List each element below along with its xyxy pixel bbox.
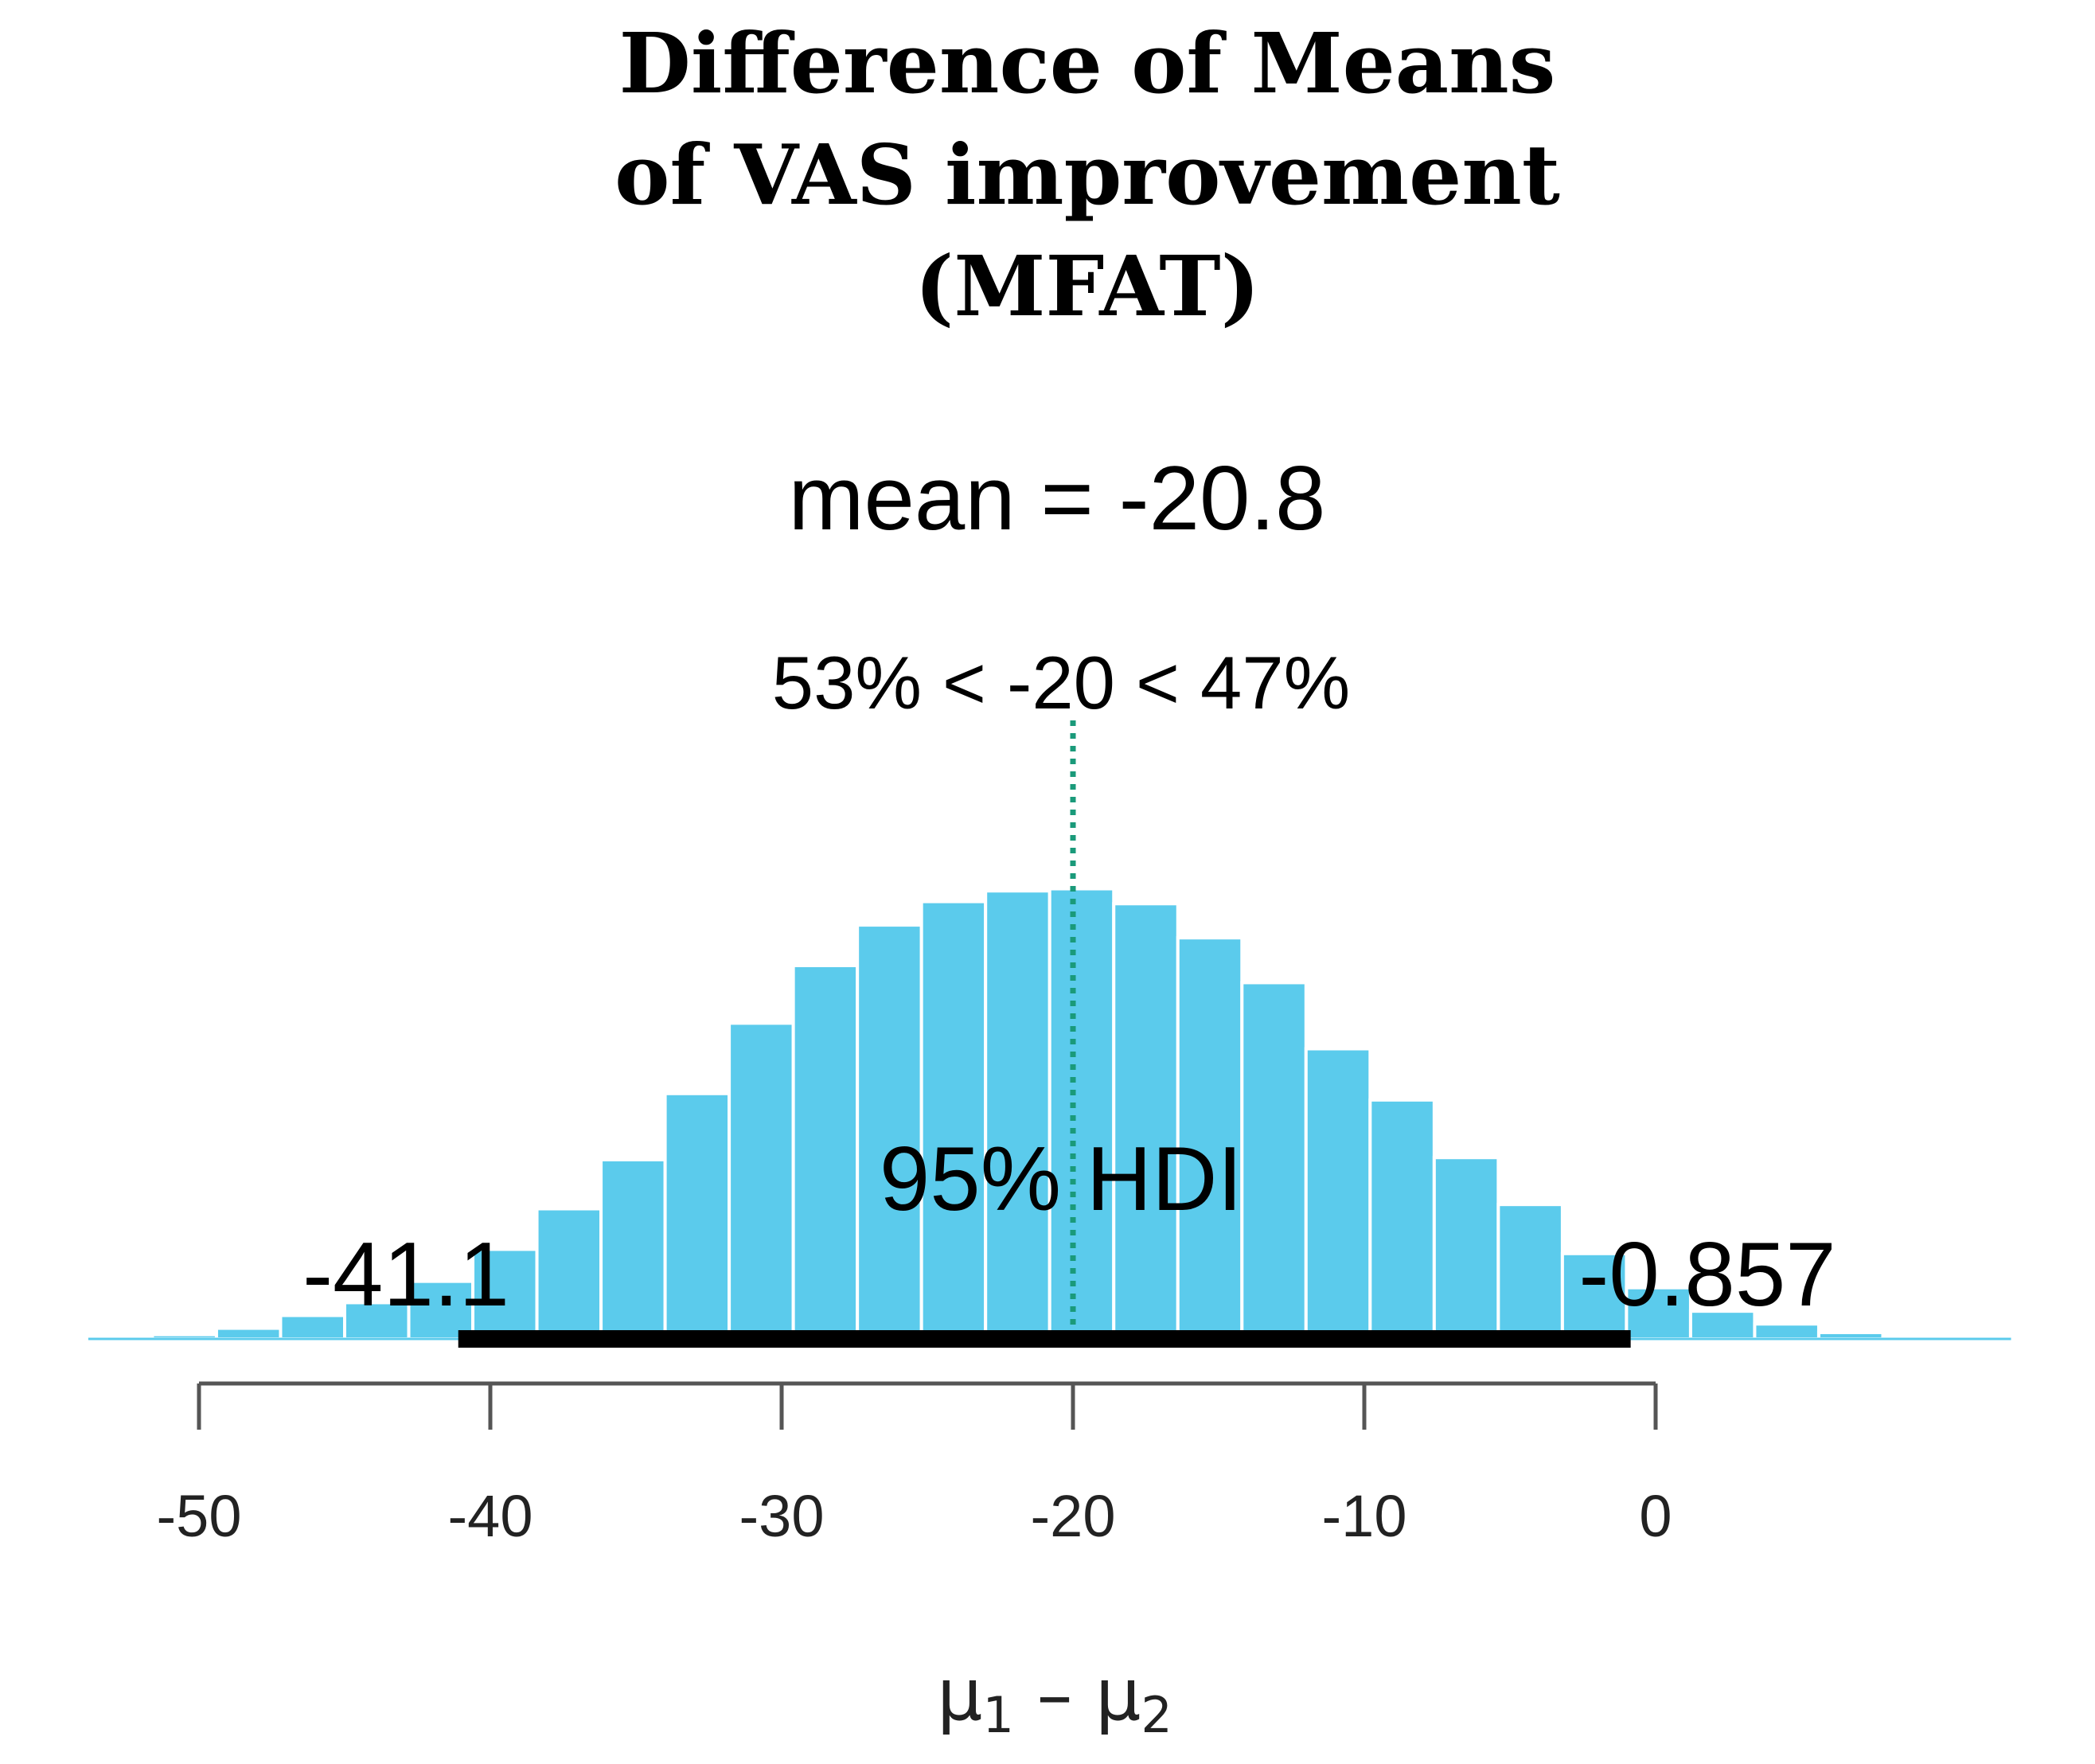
- histogram-bar: [343, 1301, 411, 1341]
- comparison-label: 53% < -20 < 47%: [772, 641, 1350, 724]
- histogram-bar: [663, 1091, 731, 1341]
- histogram-bar: [1432, 1156, 1500, 1341]
- hdi-label: 95% HDI: [880, 1129, 1243, 1230]
- x-tick-label: -30: [739, 1483, 825, 1549]
- histogram-bar: [1753, 1322, 1820, 1341]
- histogram-bar: [1368, 1098, 1436, 1341]
- mean-label: mean = -20.8: [789, 448, 1326, 549]
- chart-title: Difference of Means of VAS improvement (…: [614, 14, 1560, 335]
- histogram-bar: [407, 1279, 475, 1341]
- histogram-bar: [599, 1157, 667, 1341]
- histogram-bar: [1560, 1251, 1629, 1341]
- histogram-bar: [214, 1326, 283, 1341]
- hdi-high-label: -0.857: [1578, 1224, 1836, 1325]
- title-line-3: (MFAT): [915, 237, 1260, 335]
- histogram-bar: [728, 1021, 795, 1341]
- histogram-bar: [1112, 902, 1180, 1341]
- x-tick-label: 0: [1639, 1483, 1672, 1549]
- x-tick-label: -10: [1322, 1483, 1407, 1549]
- hdi-low-label: -41.1: [302, 1224, 509, 1325]
- x-tick-label: -20: [1031, 1483, 1116, 1549]
- x-tick-label: -40: [448, 1483, 533, 1549]
- histogram-bar: [535, 1207, 603, 1341]
- title-line-1: Difference of Means: [619, 14, 1556, 112]
- histogram-bar: [856, 923, 923, 1341]
- histogram-bar: [1240, 981, 1308, 1341]
- x-tick-label: -50: [157, 1483, 242, 1549]
- histogram-bar: [791, 964, 860, 1341]
- histogram-bar: [1048, 887, 1116, 1341]
- x-axis: -50 -40 -30 -20 -10 0: [157, 1381, 1672, 1549]
- histogram-bar: [984, 889, 1051, 1341]
- histogram-bars: [86, 887, 2013, 1341]
- x-axis-title: μ1 – μ2: [937, 1653, 1172, 1744]
- title-line-2: of VAS improvement: [614, 126, 1560, 224]
- histogram-bar: [1304, 1047, 1372, 1341]
- histogram-bar: [1496, 1203, 1564, 1341]
- histogram-bar: [919, 900, 988, 1341]
